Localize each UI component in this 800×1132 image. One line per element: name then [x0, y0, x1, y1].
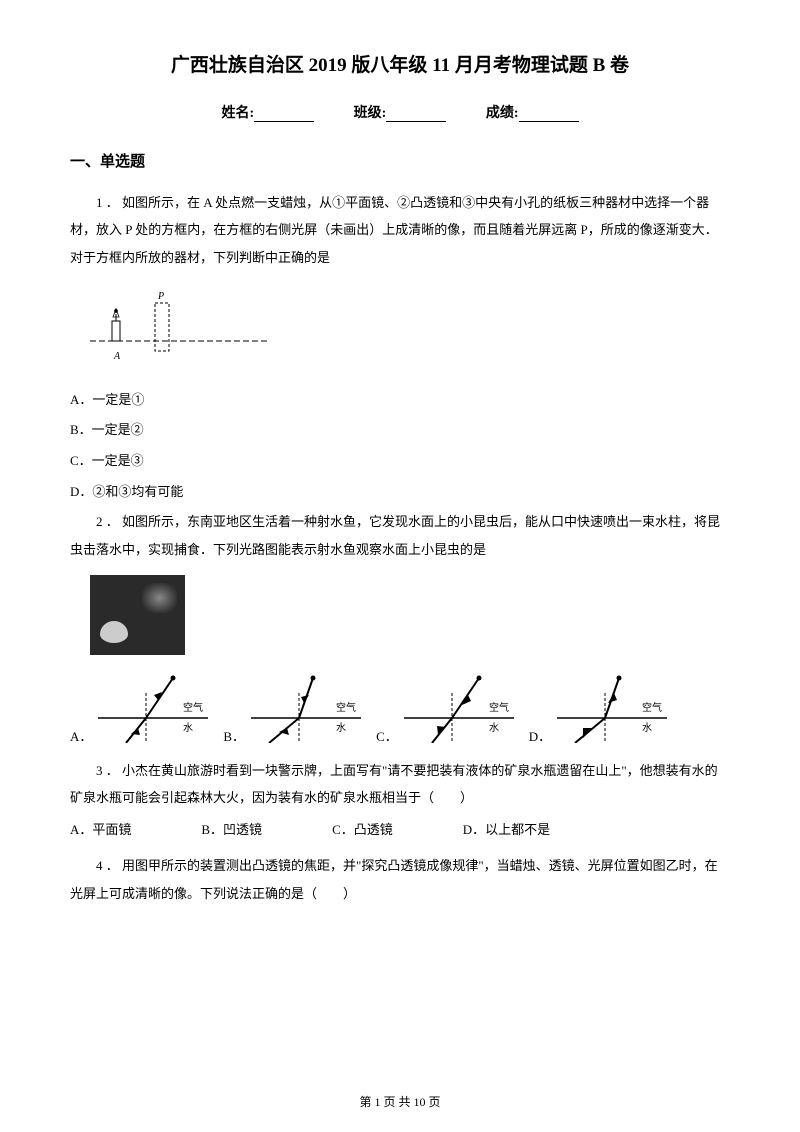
svg-text:空气: 空气: [642, 701, 662, 714]
q2-num: 2 ．: [96, 514, 119, 529]
q1-option-a: A．一定是①: [70, 386, 730, 415]
score-label: 成绩:: [486, 106, 519, 121]
q2-photo: [90, 575, 185, 655]
q4-body: 用图甲所示的装置测出凸透镜的焦距，并"探究凸透镜成像规律"，当蜡烛、透镜、光屏位…: [70, 858, 718, 900]
q3-text: 3 ． 小杰在黄山旅游时看到一块警示牌，上面写有"请不要把装有液体的矿泉水瓶遗留…: [70, 757, 730, 812]
svg-text:空气: 空气: [336, 701, 356, 714]
q2-option-c: C． 空气 水: [376, 673, 514, 743]
q3-option-b: B．凹透镜: [201, 819, 262, 838]
q1-options: A．一定是① B．一定是② C．一定是③ D．②和③均有可能: [70, 386, 730, 506]
svg-text:水: 水: [489, 722, 499, 734]
svg-text:水: 水: [336, 722, 346, 734]
q1-num: 1 ．: [96, 195, 119, 210]
q1-text: 1 ． 如图所示，在 A 处点燃一支蜡烛，从①平面镜、②凸透镜和③中央有小孔的纸…: [70, 189, 730, 271]
q1-diagram: A P: [90, 281, 730, 376]
student-info-row: 姓名: 班级: 成绩:: [70, 102, 730, 122]
q1-option-d: D．②和③均有可能: [70, 478, 730, 507]
q2-text: 2 ． 如图所示，东南亚地区生活着一种射水鱼，它发现水面上的小昆虫后，能从口中快…: [70, 508, 730, 563]
q3-num: 3 ．: [96, 763, 119, 778]
svg-text:水: 水: [183, 722, 193, 734]
page-title: 广西壮族自治区 2019 版八年级 11 月月考物理试题 B 卷: [70, 50, 730, 77]
q2-option-a: A． 空气 水: [70, 673, 208, 743]
q2-option-d: D． 空气 水: [529, 673, 667, 743]
q3-option-a: A．平面镜: [70, 819, 131, 838]
svg-text:P: P: [157, 291, 164, 302]
svg-text:空气: 空气: [489, 701, 509, 714]
q3-options: A．平面镜 B．凹透镜 C．凸透镜 D．以上都不是: [70, 819, 730, 838]
svg-text:A: A: [113, 351, 121, 362]
class-blank[interactable]: [386, 108, 446, 122]
q3-body: 小杰在黄山旅游时看到一块警示牌，上面写有"请不要把装有液体的矿泉水瓶遗留在山上"…: [70, 763, 718, 805]
q2-body: 如图所示，东南亚地区生活着一种射水鱼，它发现水面上的小昆虫后，能从口中快速喷出一…: [70, 514, 720, 556]
q2-option-b: B． 空气 水: [223, 673, 361, 743]
q4-text: 4 ． 用图甲所示的装置测出凸透镜的焦距，并"探究凸透镜成像规律"，当蜡烛、透镜…: [70, 852, 730, 907]
q2-options-row: A． 空气 水 B． 空气 水 C．: [70, 673, 730, 743]
name-label: 姓名:: [221, 106, 254, 121]
q4-num: 4 ．: [96, 858, 119, 873]
q1-option-c: C．一定是③: [70, 447, 730, 476]
section-1-title: 一、单选题: [70, 150, 730, 171]
q1-option-b: B．一定是②: [70, 416, 730, 445]
class-label: 班级:: [354, 106, 387, 121]
score-blank[interactable]: [519, 108, 579, 122]
svg-text:空气: 空气: [183, 701, 203, 714]
name-blank[interactable]: [254, 108, 314, 122]
q1-body: 如图所示，在 A 处点燃一支蜡烛，从①平面镜、②凸透镜和③中央有小孔的纸板三种器…: [70, 195, 718, 265]
svg-text:水: 水: [642, 722, 652, 734]
page-footer: 第 1 页 共 10 页: [0, 1093, 800, 1110]
q3-option-d: D．以上都不是: [463, 819, 550, 838]
q3-option-c: C．凸透镜: [332, 819, 393, 838]
